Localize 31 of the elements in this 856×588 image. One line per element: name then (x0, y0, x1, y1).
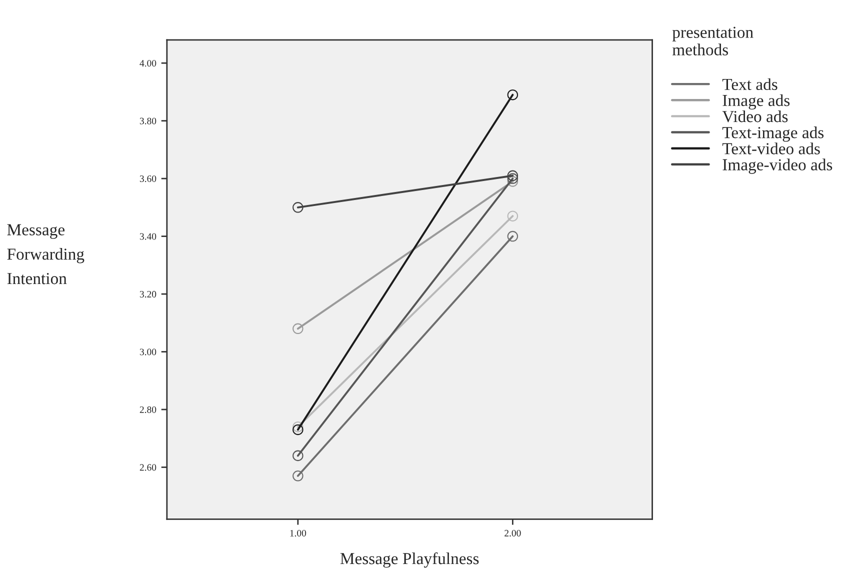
point (292, 323, 304, 334)
point (292, 202, 304, 213)
y-tick-label: 2.60 (140, 464, 156, 471)
point (507, 210, 518, 222)
y-tick-label: 3.60 (140, 175, 156, 182)
point (507, 170, 518, 182)
y-tick-label: 3.40 (140, 233, 156, 240)
point (292, 424, 304, 436)
point (507, 89, 518, 100)
y-tick-label: 4.00 (140, 60, 156, 67)
legend-label: Image ads (722, 94, 790, 110)
y-tick-label: 2.80 (140, 406, 156, 414)
point (507, 230, 518, 242)
x-tick-label: 1.00 (290, 530, 306, 537)
legend-label: Text-video ads (722, 142, 820, 154)
legend-label: Video ads (722, 110, 788, 122)
point (507, 173, 518, 184)
point (292, 450, 304, 462)
legend-label: Text-image ads (722, 126, 824, 142)
y-axis-title: Message Forwarding Intention (7, 224, 84, 284)
point (292, 421, 304, 432)
x-tick-label: 2.00 (504, 530, 521, 537)
y-tick-label: 3.80 (140, 118, 156, 124)
y-tick-label: 3.20 (140, 290, 156, 298)
legend-label: Text ads (722, 78, 778, 90)
y-tick-label: 3.00 (140, 348, 156, 356)
x-axis-title: Message Playfulness (340, 552, 479, 568)
legend-title: presentation methods (672, 26, 754, 56)
point (292, 470, 304, 482)
legend-label: Image-video ads (722, 158, 832, 174)
point (507, 176, 518, 187)
